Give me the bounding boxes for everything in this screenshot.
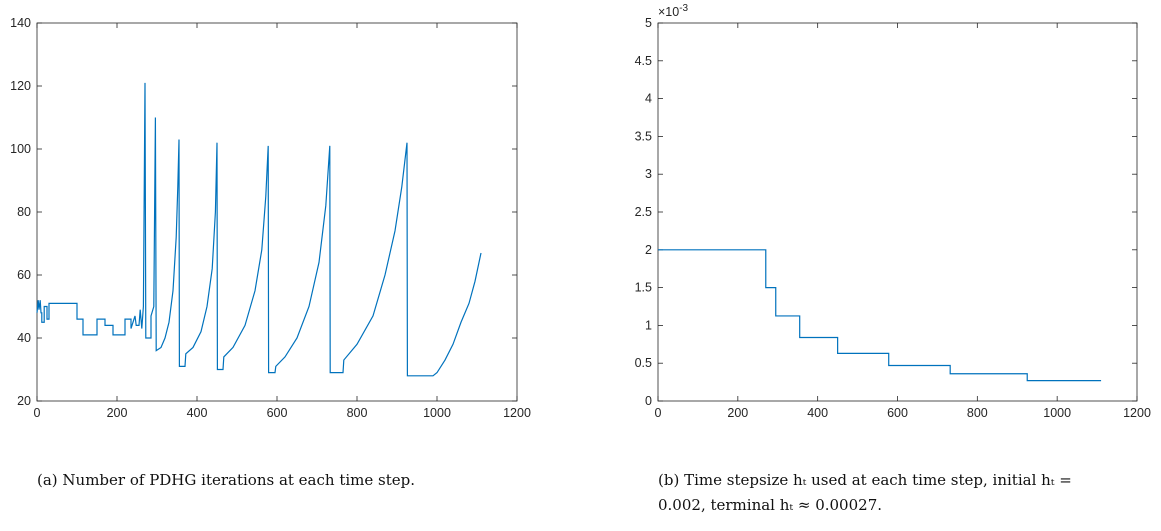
plot-area — [657, 22, 1138, 402]
x-tick-label: 600 — [887, 406, 908, 420]
x-tick-label: 200 — [107, 406, 128, 420]
y-tick-label: 0.5 — [635, 356, 652, 370]
x-tick-label: 200 — [727, 406, 748, 420]
y-tick-label: 40 — [17, 331, 31, 345]
y-tick-label: 140 — [10, 16, 31, 30]
data-line — [658, 249, 1102, 382]
y-tick-label: 3.5 — [635, 129, 652, 143]
caption: (b) Time stepsize hₜ used at each time s… — [658, 471, 1072, 514]
x-tick-label: 400 — [187, 406, 208, 420]
x-tick-label: 1000 — [1043, 406, 1071, 420]
y-tick-label: 1 — [645, 318, 652, 332]
x-tick-label: 1200 — [1123, 406, 1151, 420]
y-tick-label: 3 — [645, 167, 652, 181]
y-multiplier: ×10-3 — [658, 3, 689, 19]
y-tick-label: 1.5 — [635, 281, 652, 295]
y-multiplier-exponent: -3 — [679, 3, 688, 14]
y-tick-label: 2.5 — [635, 205, 652, 219]
y-tick-label: 2 — [645, 243, 652, 257]
x-tick-label: 1000 — [423, 406, 451, 420]
y-tick-label: 60 — [17, 268, 31, 282]
x-tick-label: 600 — [267, 406, 288, 420]
y-tick-label: 5 — [645, 16, 652, 30]
y-tick-label: 100 — [10, 142, 31, 156]
y-tick-label: 20 — [17, 394, 31, 408]
y-multiplier-base: ×10 — [658, 5, 679, 19]
x-tick-label: 400 — [807, 406, 828, 420]
x-tick-label: 800 — [347, 406, 368, 420]
x-tick-label: 1200 — [503, 406, 531, 420]
x-tick-label: 0 — [655, 406, 662, 420]
plot-area — [36, 22, 518, 402]
caption: (a) Number of PDHG iterations at each ti… — [37, 471, 415, 489]
y-tick-label: 4 — [645, 92, 652, 106]
y-tick-label: 4.5 — [635, 54, 652, 68]
y-tick-label: 80 — [17, 205, 31, 219]
y-tick-label: 0 — [645, 394, 652, 408]
x-tick-label: 0 — [34, 406, 41, 420]
y-tick-label: 120 — [10, 79, 31, 93]
data-line — [36, 82, 482, 377]
x-tick-label: 800 — [967, 406, 988, 420]
